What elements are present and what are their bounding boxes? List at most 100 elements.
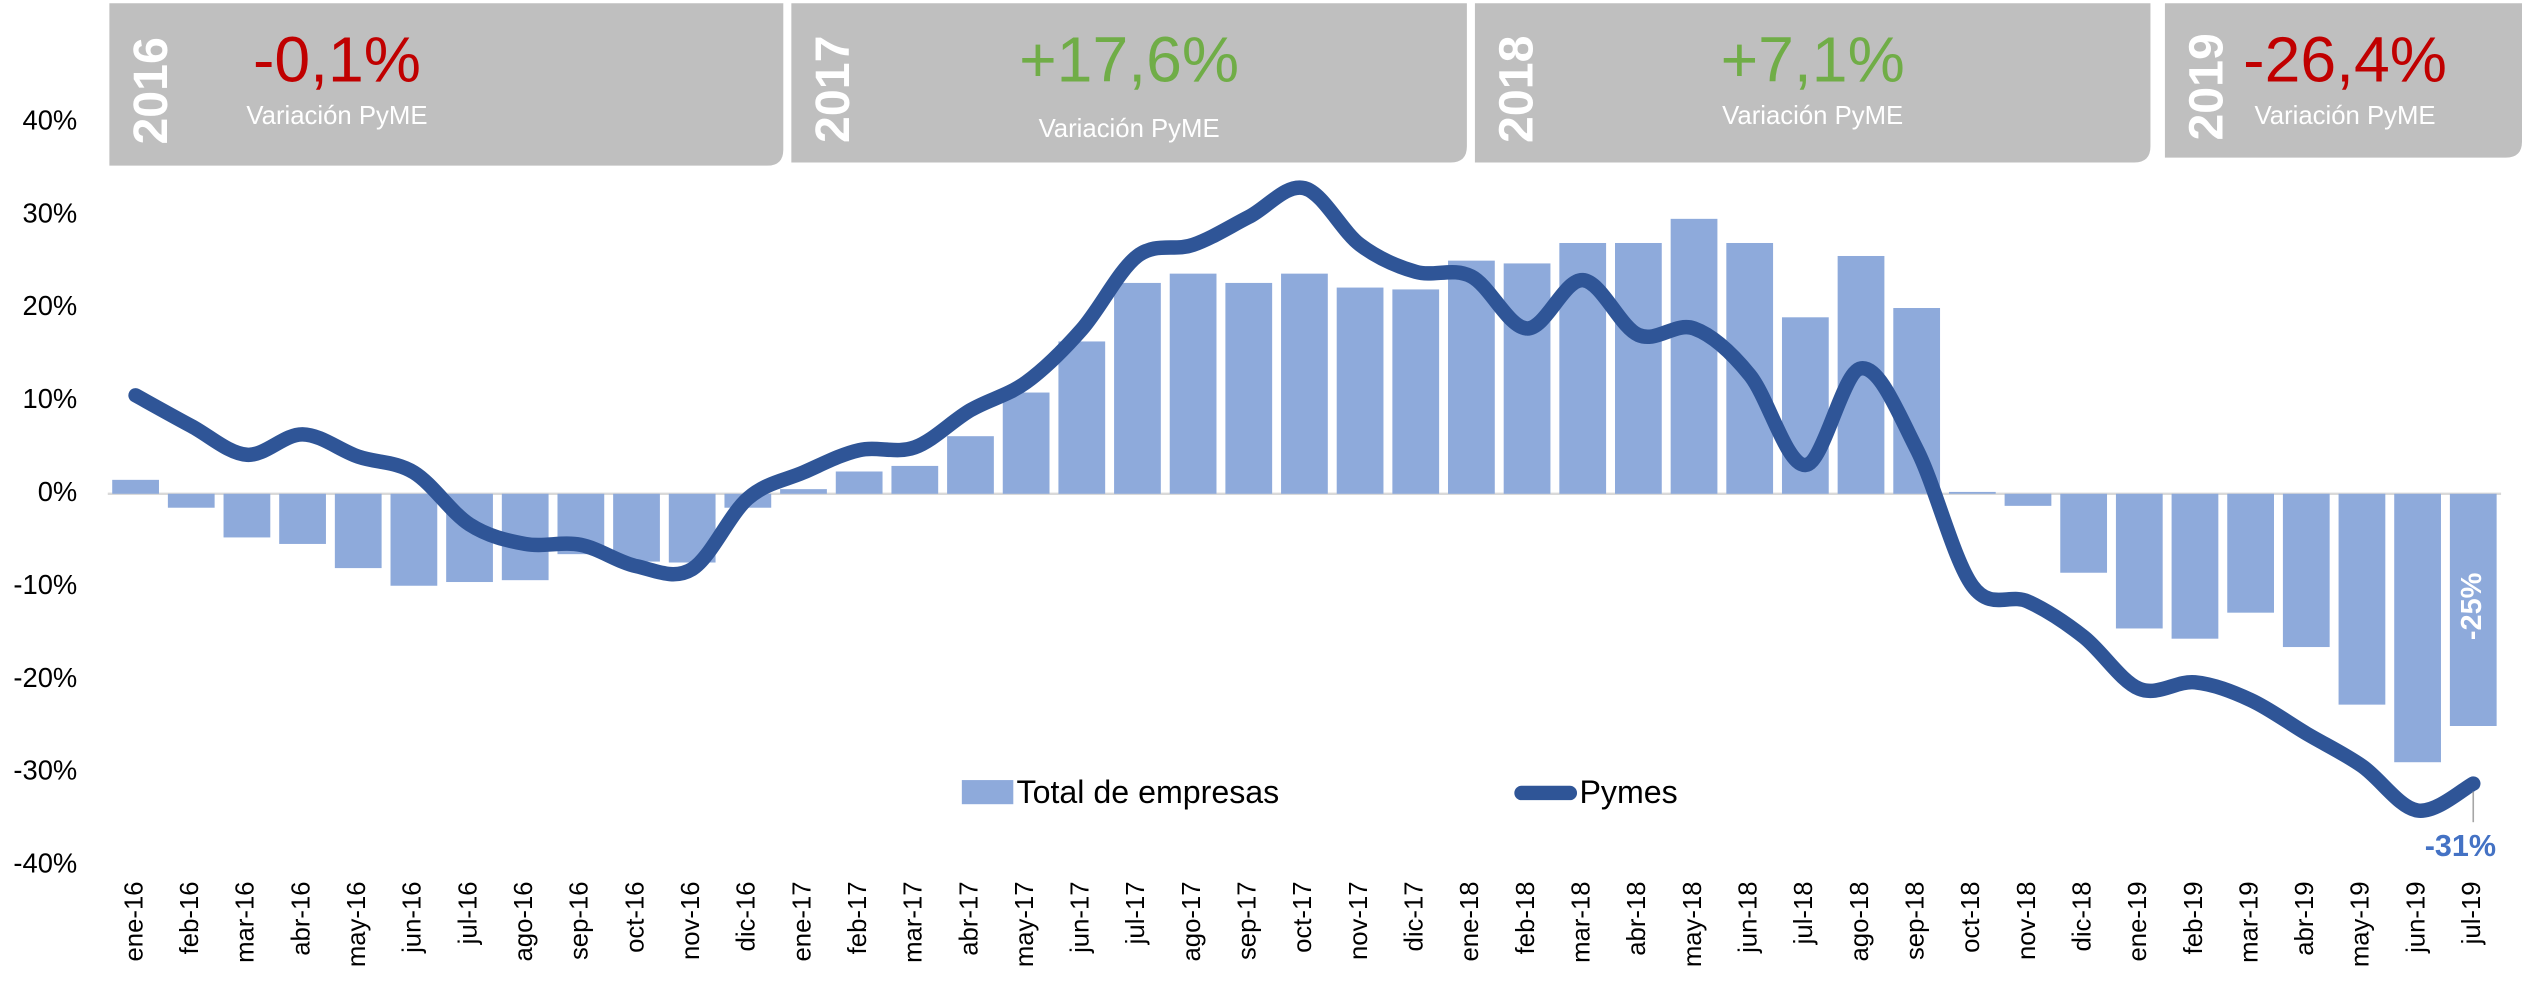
panel-year: 2018 [1490, 36, 1544, 143]
panel-change: +17,6% [1019, 23, 1239, 95]
x-tick-label: oct-17 [1289, 881, 1317, 952]
x-tick-label: nov-18 [2013, 881, 2041, 960]
panel [1474, 3, 2151, 163]
y-tick-label: -40% [13, 848, 77, 879]
legend-label: Pymes [1579, 774, 1677, 810]
x-tick-label: may-17 [1011, 881, 1039, 967]
panel-change: -26,4% [2243, 23, 2447, 95]
x-tick-label: feb-16 [176, 881, 204, 954]
x-tick-label: jun-19 [2402, 881, 2430, 954]
y-tick-label: 10% [23, 383, 78, 414]
bar [1948, 491, 1996, 494]
bar [112, 479, 159, 494]
bar [613, 493, 660, 562]
legend-swatch [961, 780, 1014, 805]
x-tick-label: ago-17 [1178, 881, 1206, 961]
x-tick-label: jul-18 [1790, 881, 1818, 945]
x-tick-label: sep-18 [1901, 881, 1929, 960]
y-tick-label: 30% [23, 197, 78, 228]
bar [947, 436, 994, 494]
legend-label: Total de empresas [1017, 774, 1280, 810]
y-tick-label: 0% [38, 476, 78, 507]
bar [2115, 493, 2163, 629]
bar [1058, 341, 1106, 494]
x-tick-label: may-19 [2347, 881, 2375, 967]
x-tick-label: mar-16 [232, 881, 260, 962]
x-tick-label: mar-19 [2235, 881, 2263, 962]
y-tick-label: -10% [13, 569, 77, 600]
panel-subtitle: Variación PyME [1722, 102, 1903, 130]
bar [1670, 218, 1718, 494]
x-tick-label: jun-17 [1067, 881, 1095, 954]
panel-year: 2016 [124, 37, 178, 144]
x-tick-label: abr-18 [1623, 881, 1651, 955]
bar [2227, 493, 2275, 613]
panel-change: +7,1% [1721, 23, 1905, 95]
x-tick-label: sep-16 [566, 881, 594, 960]
x-tick-label: nov-16 [677, 881, 705, 960]
x-tick-label: jul-16 [454, 881, 482, 945]
bar [1169, 273, 1217, 494]
panel-subtitle: Variación PyME [1039, 115, 1220, 143]
x-tick-label: jul-19 [2458, 881, 2486, 945]
y-tick-label: 40% [23, 104, 78, 135]
bar [2282, 493, 2330, 648]
x-tick-label: mar-17 [900, 881, 928, 962]
x-tick-label: feb-17 [844, 881, 872, 954]
line [128, 180, 2481, 818]
bar [2338, 493, 2386, 705]
y-tick-label: -20% [13, 662, 77, 693]
panel-subtitle: Variación PyME [2255, 102, 2436, 130]
bar [2171, 493, 2219, 639]
x-tick-label: abr-16 [287, 881, 315, 955]
x-tick-label: feb-18 [1512, 881, 1540, 954]
x-tick-label: jun-16 [399, 881, 427, 954]
x-tick-label: jun-18 [1734, 881, 1762, 954]
x-tick-label: ago-16 [510, 881, 538, 961]
bar [223, 493, 271, 538]
bar [1281, 273, 1328, 494]
panel [791, 3, 1467, 163]
x-tick-label: ene-19 [2124, 881, 2152, 961]
x-tick-label: jul-17 [1122, 881, 1150, 945]
bar [167, 493, 215, 508]
x-tick-label: nov-17 [1345, 881, 1373, 960]
bar [835, 471, 883, 494]
bar [1114, 282, 1161, 494]
x-tick-label: may-18 [1679, 881, 1707, 967]
x-tick-label: dic-18 [2068, 881, 2096, 951]
x-tick-label: ene-17 [788, 881, 816, 961]
x-tick-label: may-16 [343, 881, 371, 967]
bar [1392, 289, 1440, 494]
y-tick-label: 20% [23, 290, 78, 321]
line-value-label: -31% [2425, 829, 2496, 863]
bar [390, 493, 438, 586]
x-tick-label: ene-16 [120, 881, 148, 961]
x-tick-label: sep-17 [1234, 881, 1262, 960]
panel-year: 2017 [806, 36, 860, 143]
panel [2164, 3, 2522, 158]
bar [2060, 493, 2108, 573]
bar [1002, 392, 1050, 494]
bar [2394, 493, 2441, 763]
bar [1336, 287, 1384, 494]
x-tick-label: abr-17 [955, 881, 983, 955]
bar [1503, 263, 1551, 494]
x-tick-label: oct-16 [621, 881, 649, 952]
bar [2004, 493, 2052, 506]
x-tick-label: abr-19 [2291, 881, 2319, 955]
y-tick-label: -30% [13, 755, 77, 786]
x-tick-label: ago-18 [1846, 881, 1874, 961]
x-tick-label: ene-18 [1456, 881, 1484, 961]
bar [1615, 242, 1662, 494]
bar [780, 489, 827, 494]
panel-year: 2019 [2180, 33, 2234, 140]
bar [279, 493, 326, 544]
panel-subtitle: Variación PyME [246, 102, 427, 130]
x-tick-label: oct-18 [1957, 881, 1985, 952]
bar [891, 465, 939, 494]
bar-value-label: -25% [2456, 573, 2488, 641]
bar [1225, 282, 1273, 494]
